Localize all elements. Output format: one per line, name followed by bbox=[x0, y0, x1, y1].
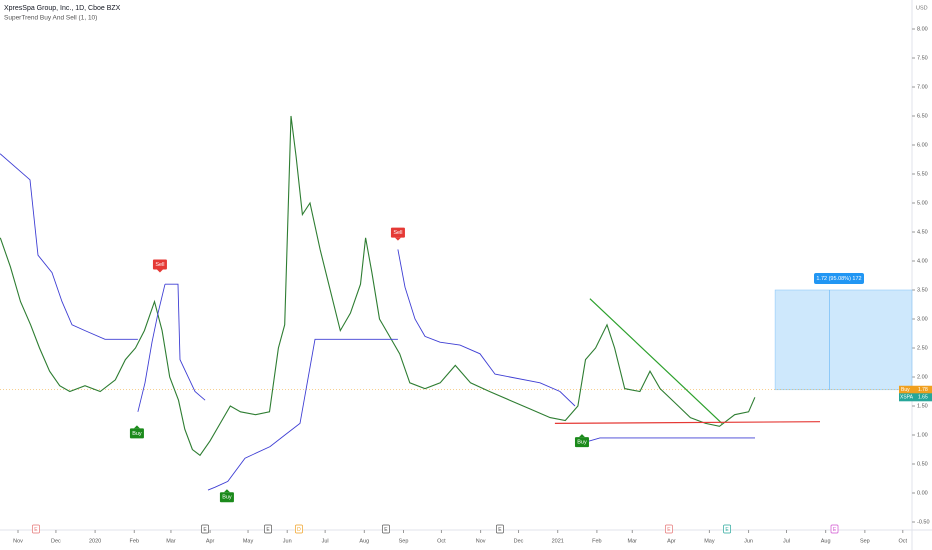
entry-badge-price: 1.78 bbox=[918, 387, 928, 393]
event-marker bbox=[295, 524, 303, 534]
event-marker bbox=[723, 524, 731, 534]
supertrend-line bbox=[0, 153, 755, 491]
y-tick-label: 6.00 bbox=[917, 142, 928, 148]
x-tick-label: Apr bbox=[206, 538, 215, 544]
signal-label: Sell bbox=[155, 262, 164, 268]
x-tick-label: Apr bbox=[667, 538, 676, 544]
event-marker bbox=[264, 524, 272, 534]
y-tick-label: 3.00 bbox=[917, 316, 928, 322]
x-tick-label: Oct bbox=[898, 538, 907, 544]
y-tick-label: -0.50 bbox=[917, 519, 930, 525]
signal-pointer bbox=[156, 269, 163, 273]
y-tick-label: 1.50 bbox=[917, 403, 928, 409]
y-tick-label: 0.50 bbox=[917, 461, 928, 467]
event-label: E bbox=[725, 527, 729, 533]
signal-label: Buy bbox=[132, 431, 142, 437]
signal-pointer bbox=[133, 425, 140, 429]
event-marker bbox=[665, 524, 673, 534]
y-tick-label: 6.50 bbox=[917, 113, 928, 119]
signal-marker bbox=[219, 492, 234, 503]
y-tick-label: 0.00 bbox=[917, 490, 928, 496]
x-tick-label: 2021 bbox=[552, 538, 564, 544]
event-label: E bbox=[833, 527, 837, 533]
y-tick-label: 4.00 bbox=[917, 258, 928, 264]
x-tick-label: Aug bbox=[359, 538, 369, 544]
entry-badge-label: Buy bbox=[901, 387, 910, 393]
x-tick-label: Jul bbox=[322, 538, 329, 544]
event-label: E bbox=[34, 527, 38, 533]
y-tick-label: 7.00 bbox=[917, 84, 928, 90]
y-tick-label: 5.00 bbox=[917, 200, 928, 206]
y-tick-label: 7.50 bbox=[917, 55, 928, 61]
signal-pointer bbox=[394, 237, 401, 241]
x-tick-label: Dec bbox=[51, 538, 61, 544]
y-tick-label: 2.50 bbox=[917, 345, 928, 351]
event-label: E bbox=[667, 527, 671, 533]
entry-badge-bg bbox=[899, 385, 932, 394]
x-tick-label: 2020 bbox=[89, 538, 101, 544]
trendline bbox=[554, 421, 821, 424]
x-tick-label: Jun bbox=[283, 538, 292, 544]
position-target-zone bbox=[774, 289, 913, 391]
last-badge-bg bbox=[899, 393, 932, 402]
x-tick-label: Oct bbox=[437, 538, 446, 544]
last-badge-price: 1.65 bbox=[918, 395, 928, 401]
x-tick-label: Nov bbox=[13, 538, 23, 544]
x-tick-label: Mar bbox=[628, 538, 638, 544]
x-tick-label: Jun bbox=[744, 538, 753, 544]
last-badge-symbol: XSPA bbox=[900, 395, 914, 401]
position-label-bg bbox=[814, 273, 864, 284]
x-tick-label: May bbox=[243, 538, 254, 544]
indicator-title: SuperTrend Buy And Sell (1, 10) bbox=[4, 15, 97, 22]
signal-marker bbox=[129, 428, 144, 439]
x-tick-label: Feb bbox=[130, 538, 139, 544]
chart-title: XpresSpa Group, Inc., 1D, Cboe BZX bbox=[4, 5, 121, 12]
signal-pointer bbox=[578, 434, 585, 438]
signal-marker bbox=[152, 259, 167, 270]
y-tick-label: 8.00 bbox=[917, 26, 928, 32]
x-tick-label: Sep bbox=[399, 538, 409, 544]
event-label: E bbox=[266, 527, 270, 533]
y-tick-label: 5.50 bbox=[917, 171, 928, 177]
x-tick-label: Jul bbox=[783, 538, 790, 544]
event-marker bbox=[382, 524, 390, 534]
x-tick-label: Sep bbox=[860, 538, 870, 544]
price-line bbox=[0, 115, 756, 457]
position-label: 1.72 (95.08%) 172 bbox=[816, 276, 861, 282]
y-tick-label: 1.00 bbox=[917, 432, 928, 438]
y-tick-label: 4.50 bbox=[917, 229, 928, 235]
signal-pointer bbox=[223, 489, 230, 493]
x-tick-label: Mar bbox=[166, 538, 176, 544]
x-tick-label: Nov bbox=[476, 538, 486, 544]
event-label: D bbox=[297, 527, 301, 533]
x-tick-label: Feb bbox=[592, 538, 601, 544]
signal-label: Sell bbox=[393, 230, 402, 236]
event-marker bbox=[496, 524, 504, 534]
signal-marker bbox=[390, 227, 405, 238]
x-tick-label: Dec bbox=[514, 538, 524, 544]
y-tick-label: 2.00 bbox=[917, 374, 928, 380]
signal-label: Buy bbox=[222, 495, 232, 501]
signal-label: Buy bbox=[577, 440, 587, 446]
event-label: E bbox=[203, 527, 207, 533]
x-tick-label: Aug bbox=[821, 538, 831, 544]
signal-marker bbox=[574, 437, 589, 448]
event-marker bbox=[830, 524, 839, 534]
event-marker bbox=[201, 524, 209, 534]
event-label: E bbox=[384, 527, 388, 533]
x-tick-label: May bbox=[704, 538, 715, 544]
trendline bbox=[589, 298, 723, 424]
currency-label: USD bbox=[916, 5, 928, 11]
event-label: E bbox=[498, 527, 502, 533]
y-tick-label: 3.50 bbox=[917, 287, 928, 293]
event-marker bbox=[32, 524, 40, 534]
